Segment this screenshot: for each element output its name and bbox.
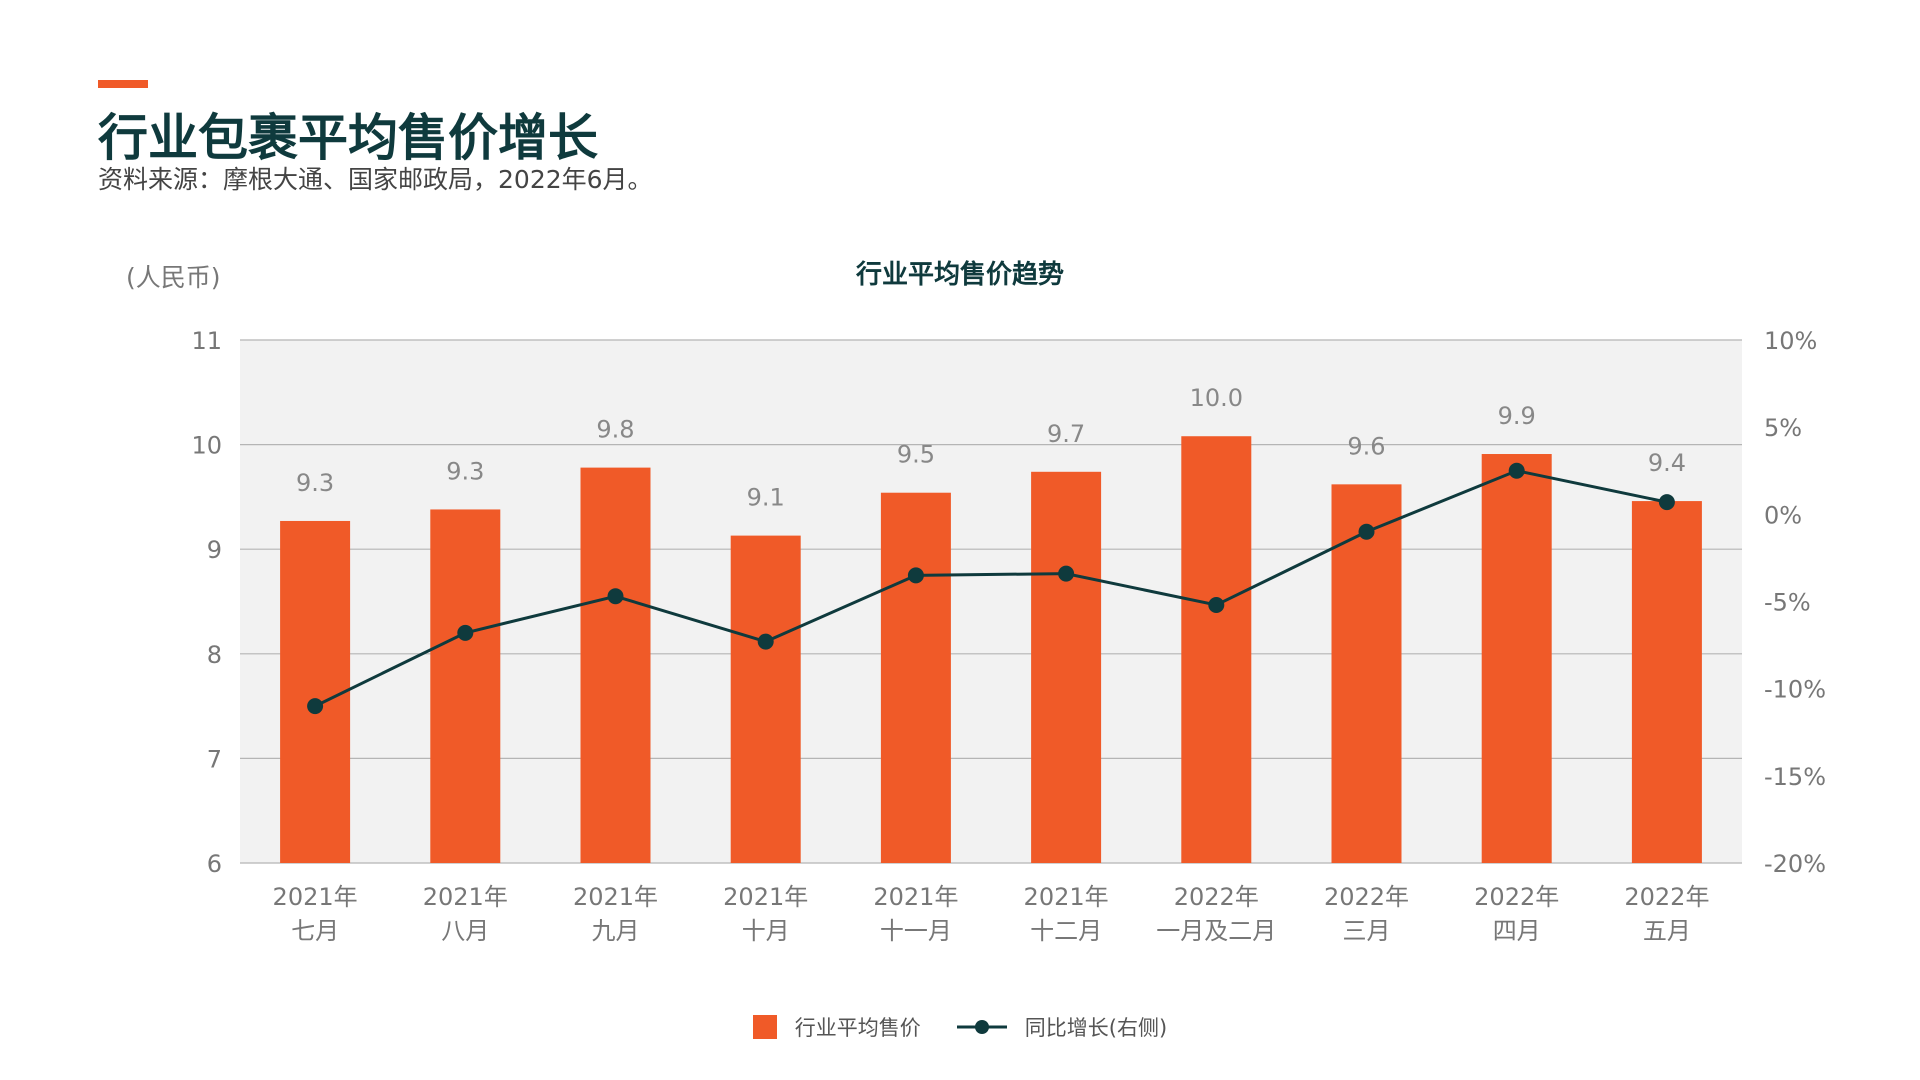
growth-point: [1058, 565, 1075, 582]
growth-point: [607, 588, 624, 605]
bar: [1031, 471, 1102, 863]
y-axis-unit-label: (人民币): [126, 263, 221, 292]
chart-title: 行业平均售价趋势: [855, 260, 1064, 290]
growth-point: [1208, 596, 1225, 613]
page-title: 行业包裹平均售价增长: [98, 109, 598, 167]
x-tick-label-month: 十月: [742, 917, 790, 945]
bar: [1181, 436, 1252, 863]
bar-value-label: 9.8: [596, 416, 634, 444]
bar-value-label: 9.3: [446, 457, 484, 485]
legend-swatch-bar: [752, 1015, 777, 1039]
x-tick-label-month: 三月: [1343, 917, 1391, 945]
y2-tick-label: -5%: [1764, 589, 1811, 617]
x-tick-label-year: 2022年: [1474, 883, 1559, 911]
bar-value-label: 9.7: [1047, 420, 1085, 448]
x-tick-label-year: 2021年: [873, 883, 958, 911]
x-tick-label-month: 一月及二月: [1156, 917, 1276, 945]
y-tick-label: 8: [207, 641, 222, 669]
x-tick-label-month: 八月: [441, 917, 489, 945]
bar-value-label: 9.5: [897, 441, 935, 469]
legend: 行业平均售价 同比增长(右侧): [0, 1012, 1920, 1042]
legend-label-growth: 同比增长(右侧): [1024, 1016, 1168, 1040]
bar: [1481, 454, 1552, 863]
legend-item-price: 行业平均售价: [752, 1012, 921, 1042]
title-accent-bar: [98, 80, 148, 88]
bar-value-label: 9.1: [747, 484, 785, 512]
x-tick-label-month: 七月: [291, 917, 339, 945]
bar-value-label: 9.3: [296, 469, 334, 497]
bar: [430, 509, 501, 863]
y2-tick-label: 10%: [1764, 327, 1817, 355]
growth-point: [1358, 523, 1375, 540]
growth-point: [307, 698, 324, 715]
bar-value-label: 9.6: [1347, 432, 1385, 460]
bar: [580, 467, 651, 863]
x-tick-label-month: 十一月: [880, 917, 952, 945]
growth-line: [314, 469, 1668, 708]
legend-swatch-line: [956, 1020, 1007, 1034]
y2-tick-label: -20%: [1764, 850, 1826, 878]
y2-tick-label: 0%: [1764, 501, 1802, 529]
legend-label-price: 行业平均售价: [794, 1016, 921, 1040]
bar: [730, 535, 801, 863]
growth-point: [1658, 494, 1675, 511]
growth-point: [907, 567, 924, 584]
y2-tick-label: -10%: [1764, 676, 1826, 704]
x-tick-label-year: 2021年: [1024, 883, 1109, 911]
x-tick-label-year: 2021年: [723, 883, 808, 911]
bar-value-label: 9.9: [1498, 402, 1536, 430]
bar: [1331, 484, 1402, 863]
y-tick-label: 10: [191, 432, 222, 460]
bar: [280, 520, 351, 863]
x-tick-label-year: 2021年: [573, 883, 658, 911]
x-tick-label-month: 九月: [592, 917, 640, 945]
growth-point: [1508, 462, 1525, 479]
x-tick-label-year: 2022年: [1174, 883, 1259, 911]
bar-value-label: 9.4: [1648, 449, 1686, 477]
y-tick-label: 6: [207, 850, 222, 878]
x-tick-label-year: 2022年: [1324, 883, 1409, 911]
y-tick-label: 9: [207, 536, 222, 564]
x-tick-label-month: 四月: [1493, 917, 1541, 945]
bar: [1631, 501, 1702, 863]
chart: 6 7 8 9 10 11 -20% -15% -10% -5% 0% 5% 10% 9.3 2021年七月…: [191, 327, 1826, 945]
x-tick-label-month: 五月: [1643, 917, 1691, 945]
legend-item-growth: 同比增长(右侧): [956, 1012, 1168, 1042]
bar-value-label: 10.0: [1190, 384, 1243, 412]
y2-tick-label: 5%: [1764, 414, 1802, 442]
x-tick-label-year: 2022年: [1624, 883, 1709, 911]
x-tick-label-year: 2021年: [423, 883, 508, 911]
page-subtitle: 资料来源：摩根大通、国家邮政局，2022年6月。: [98, 165, 653, 194]
x-tick-label-month: 十二月: [1030, 917, 1102, 945]
bar: [880, 492, 951, 863]
growth-point: [457, 624, 474, 641]
y-tick-label: 11: [191, 327, 222, 355]
y-tick-label: 7: [207, 745, 222, 773]
x-tick-label-year: 2021年: [273, 883, 358, 911]
growth-point: [757, 633, 774, 650]
y2-tick-label: -15%: [1764, 763, 1826, 791]
